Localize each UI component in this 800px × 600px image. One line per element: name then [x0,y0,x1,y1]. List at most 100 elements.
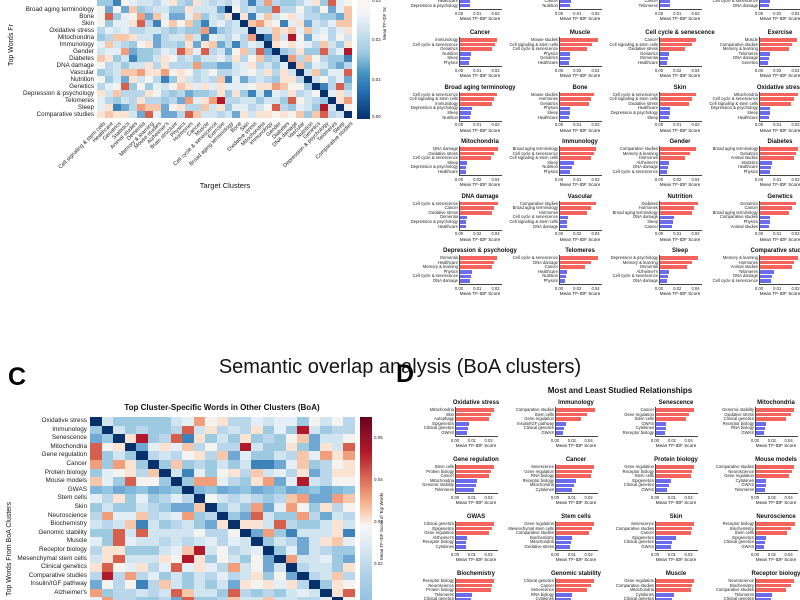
x-axis-tick: 0.01 [773,231,782,237]
heatmap-cell [168,69,177,77]
heatmap-cell [192,41,201,49]
heatmap-cell [136,571,148,581]
bar [455,417,490,422]
heatmap-cell [124,511,137,521]
heatmap-row [97,55,352,63]
heatmap-cell [304,41,313,49]
bar-row: Memory & learning [702,255,800,261]
heatmap-cell [205,571,217,581]
x-axis-label: Mean TF-IDF Score [759,16,800,21]
x-axis-tick: 0.02 [684,494,693,500]
heatmap-cell [159,451,171,460]
heatmap-cell [296,90,305,98]
heatmap-cell [136,55,145,63]
heatmap-cell [208,20,217,28]
heatmap-cell [182,494,194,503]
x-axis-label: Mean TF-IDF Score [459,182,501,188]
heatmap-cell [336,90,345,98]
bar [555,545,570,549]
bar [755,597,771,600]
bar [759,156,795,161]
heatmap-cell [128,97,137,105]
bar-label: Biochemistry [530,534,554,540]
heatmap-cell [170,597,183,600]
x-axis-tick: 0.01 [573,10,582,16]
heatmap-row [97,62,352,70]
bar [655,469,693,474]
heatmap-cell [205,563,217,572]
bar-row: Telomeres [602,3,702,9]
bar-row: GWAS [598,544,698,550]
heatmap-cell [312,48,321,56]
heatmap-cell [193,417,206,426]
heatmap-cell [272,48,281,56]
heatmap-cell [262,417,275,426]
heatmap-cell [320,83,329,91]
bar-chart-title: Biochemistry [456,571,496,577]
bar [759,52,770,56]
bar [455,531,490,536]
heatmap-cell [193,580,206,589]
heatmap-cell [312,34,321,42]
heatmap-cell [280,13,289,21]
heatmap-cell [308,459,321,469]
bar-row: Broad aging terminology [602,210,702,216]
heatmap-cell [216,55,225,63]
heatmap-cell [272,83,281,91]
x-axis-tick: 0.00 [654,10,664,16]
bar-row: Mitochondria [498,539,598,545]
bar-row: Sleep [402,55,502,61]
x-axis-label: Mean TF-IDF Score [559,73,601,79]
bar [459,151,495,156]
heatmap-cell [136,554,148,564]
heatmap-cell [144,83,153,91]
heatmap-cell [320,563,332,572]
heatmap-cell [90,417,102,426]
bar-label: DNA damage [633,214,658,220]
heatmap-cell [228,425,240,435]
bar-label: Clinical genetics [723,539,754,545]
heatmap-cell [304,69,313,77]
x-axis-line [659,120,702,122]
bar [759,210,789,215]
heatmap-cell [331,434,344,443]
heatmap-cell [320,20,329,28]
heatmap-cell [274,434,286,443]
panel-c-row-label: Gene regulation [41,451,87,459]
bar-label: Cell cycle & senescence [412,155,458,161]
heatmap-cell [113,502,125,512]
bar [559,156,591,161]
heatmap-cell [193,442,206,452]
heatmap-cell [205,459,217,469]
bar-label: Cell signaling & stem cells [509,41,558,47]
heatmap-cell [97,104,105,112]
bar-chart-title: Gene regulation [453,457,499,463]
heatmap-cell [168,48,177,56]
bar-label: Physics [443,268,458,274]
bar-row: Neuroscience [398,583,498,589]
bar [455,540,467,545]
heatmap-cell [264,90,273,98]
bar [659,3,670,8]
bar-label: Gene regulation [624,411,654,417]
heatmap-cell [320,554,332,564]
bar-label: Broad aging terminology [712,209,758,215]
bar-row: Gene regulation [498,416,598,422]
heatmap-cell [192,97,201,105]
bar-label: Clinical genetics [723,416,754,422]
heatmap-cell [312,83,321,91]
heatmap-cell [308,451,321,460]
heatmap-cell [193,563,206,572]
bar-row: DNA damage [602,278,702,284]
panel-a-col-label: Cell signaling & stem cells [57,121,108,171]
heatmap-cell [296,20,305,28]
bar-row: GWAS [398,430,498,436]
bar [659,111,670,115]
heatmap-cell [192,62,201,70]
heatmap-cell [297,459,309,469]
heatmap-cell [285,485,298,495]
heatmap-cell [90,434,102,443]
heatmap-row [90,528,355,538]
heatmap-cell [264,6,273,14]
heatmap-cell [320,494,332,503]
